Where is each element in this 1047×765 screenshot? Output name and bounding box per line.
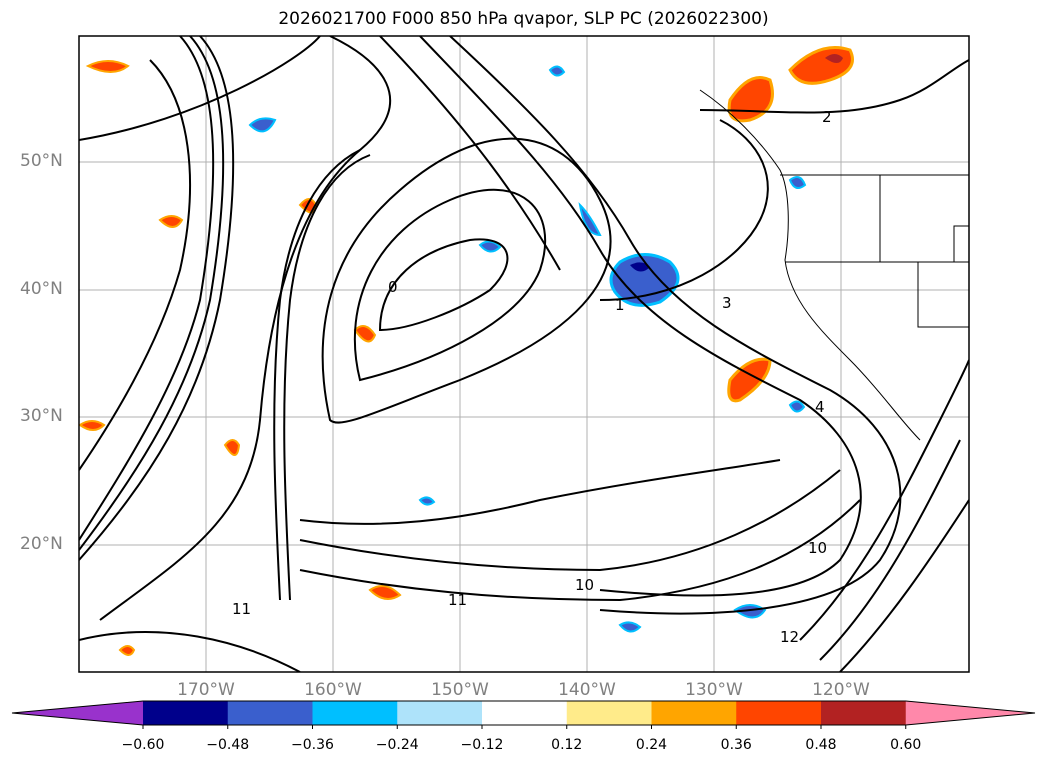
coastline	[699, 89, 969, 441]
contour-label: 3	[722, 294, 732, 312]
lon-tick-label: 150°W	[431, 680, 489, 700]
coastline-path	[699, 89, 921, 441]
contour-label: 11	[232, 600, 251, 618]
contour-line	[378, 238, 509, 332]
shade-negative-patch	[418, 496, 436, 506]
shade-positive-patch	[825, 54, 843, 63]
shade-positive-patch	[85, 60, 130, 73]
shade-negative-patch	[618, 621, 642, 633]
colorbar-tick-label: −0.24	[375, 737, 419, 753]
lon-tick-label: 140°W	[558, 680, 616, 700]
colorbar-swatch	[736, 701, 822, 725]
lat-tick-label: 50°N	[20, 151, 63, 171]
slp-contours	[79, 36, 969, 672]
contour-label: 10	[808, 539, 827, 557]
lat-tick-label: 30°N	[20, 406, 63, 426]
contour-line	[79, 36, 321, 141]
contour-label: 12	[780, 628, 799, 646]
lon-tick-label: 170°W	[177, 680, 235, 700]
contour-line	[799, 359, 969, 641]
contour-label: 0	[388, 278, 398, 296]
colorbar-tick-label: −0.48	[206, 737, 250, 753]
shade-positive-patch	[79, 420, 106, 431]
shade-negative-patch	[733, 604, 767, 619]
contour-label: 11	[448, 591, 467, 609]
shade-negative-patch	[788, 175, 807, 190]
contour-line	[283, 154, 371, 601]
lon-tick-label: 130°W	[685, 680, 743, 700]
contour-line	[299, 469, 841, 572]
shade-positive-patch	[223, 439, 241, 456]
colorbar-swatch	[821, 701, 907, 725]
colorbar-tick-label: 0.24	[635, 737, 668, 753]
shade-negative-patch	[248, 117, 277, 133]
colorbar-tick-label: 0.48	[805, 737, 837, 753]
contour-line	[321, 137, 612, 424]
shade-positive-patch	[353, 325, 377, 343]
lon-tick-label: 120°W	[812, 680, 870, 700]
contour-line	[99, 36, 392, 621]
colorbar-swatch	[651, 701, 737, 725]
contour-label: 4	[815, 398, 825, 416]
contour-line	[79, 631, 301, 672]
shade-negative-patch	[478, 240, 502, 253]
colorbar-extend-low	[12, 701, 143, 725]
shade-negative-patch	[548, 65, 566, 77]
contour-line	[839, 499, 969, 672]
contour-line	[699, 59, 969, 114]
contour-labels: 2 4 10 11 11 12 0 3 1 10	[232, 108, 832, 646]
shade-positive-patch	[368, 585, 402, 600]
contour-line	[599, 119, 769, 301]
contour-line	[79, 59, 191, 471]
contour-line	[419, 36, 862, 597]
shade-positive-patch	[118, 645, 136, 656]
colorbar-tick-label: −0.60	[121, 737, 165, 753]
colorbar-tick-label: 0.12	[551, 737, 583, 753]
lat-tick-label: 40°N	[20, 279, 63, 299]
lat-tick-label: 20°N	[20, 534, 63, 554]
colorbar-swatch	[312, 701, 398, 725]
colorbar-swatch	[227, 701, 313, 725]
shade-negative-patch	[630, 262, 650, 272]
colorbar-tick-label: −0.12	[460, 737, 504, 753]
shade-negative-patch	[578, 202, 602, 237]
contour-line	[79, 36, 225, 551]
contour-line	[379, 36, 561, 271]
colorbar-tick-label: 0.36	[720, 737, 752, 753]
contour-line	[299, 459, 781, 525]
border-path	[953, 225, 969, 263]
colorbar	[11, 700, 1036, 729]
chart-title: 2026021700 F000 850 hPa qvapor, SLP PC (…	[278, 9, 769, 29]
shade-negative-patch	[788, 400, 806, 413]
map-background	[79, 36, 969, 672]
contour-line	[79, 36, 215, 541]
colorbar-tick-label: −0.36	[291, 737, 334, 753]
border-path	[917, 262, 969, 328]
contour-line	[353, 188, 546, 382]
colorbar-swatch	[397, 701, 483, 725]
colorbar-swatch	[566, 701, 652, 725]
contour-label: 1	[615, 296, 625, 314]
colorbar-tick-label: 0.60	[890, 737, 922, 753]
colorbar-extend-high	[905, 701, 1035, 725]
contour-line	[273, 149, 361, 601]
contour-line	[299, 499, 861, 602]
colorbar-swatch	[482, 701, 568, 725]
lon-tick-label: 160°W	[304, 680, 362, 700]
shade-positive-patch	[158, 215, 184, 228]
colorbar-swatch	[143, 701, 229, 725]
contour-line	[449, 36, 902, 615]
contour-label: 2	[822, 108, 832, 126]
map-frame	[78, 35, 970, 673]
contour-label: 10	[575, 576, 594, 594]
contour-line	[819, 439, 961, 661]
